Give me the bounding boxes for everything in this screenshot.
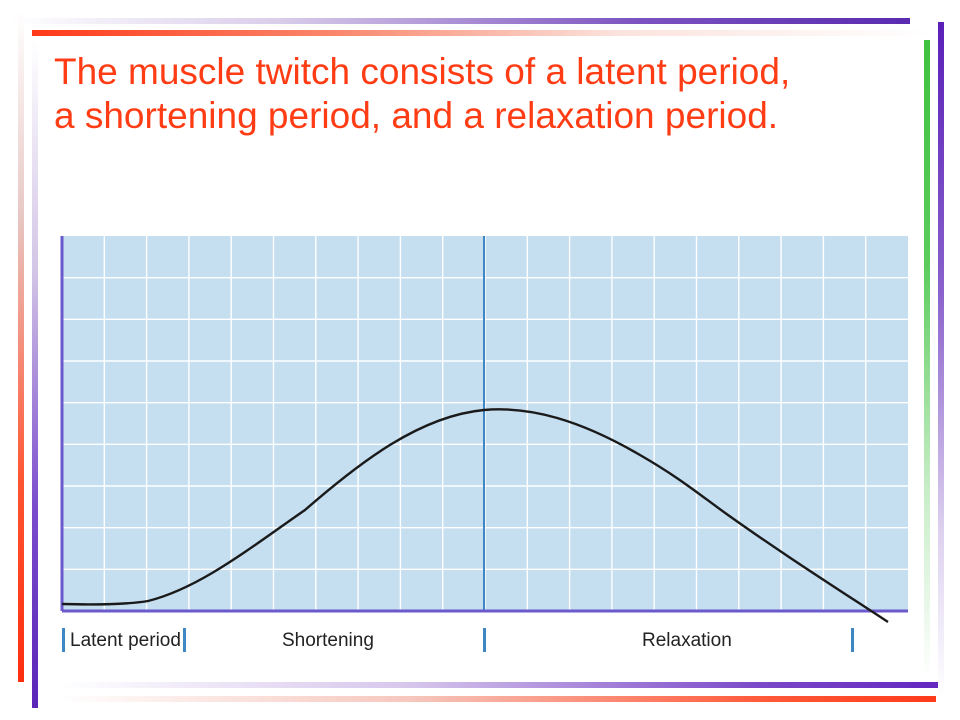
grid-lines bbox=[62, 236, 908, 611]
phase-marker-peak bbox=[483, 628, 486, 652]
decorative-bar-top-purple bbox=[10, 18, 910, 24]
decorative-bar-bottom-purple bbox=[60, 682, 938, 688]
twitch-curve bbox=[61, 408, 889, 624]
decorative-bar-bottom-red bbox=[60, 696, 936, 702]
decorative-bar-right-green bbox=[924, 40, 930, 680]
slide-title: The muscle twitch consists of a latent p… bbox=[54, 50, 914, 138]
decorative-bar-right-purple bbox=[938, 22, 944, 698]
slide-title-line-2: a shortening period, and a relaxation pe… bbox=[54, 95, 779, 136]
decorative-bar-left-purple bbox=[32, 40, 38, 708]
phase-marker-end bbox=[851, 628, 854, 652]
phase-marker-latent-end bbox=[183, 628, 186, 652]
decorative-bar-top-red bbox=[32, 30, 932, 36]
phase-marker-start bbox=[62, 628, 65, 652]
slide-title-line-1: The muscle twitch consists of a latent p… bbox=[54, 51, 791, 92]
phase-label-relaxation: Relaxation bbox=[642, 630, 732, 651]
phase-label-latent: Latent period bbox=[70, 630, 181, 651]
phase-label-shortening: Shortening bbox=[282, 630, 374, 651]
decorative-bar-left-red bbox=[18, 10, 24, 682]
